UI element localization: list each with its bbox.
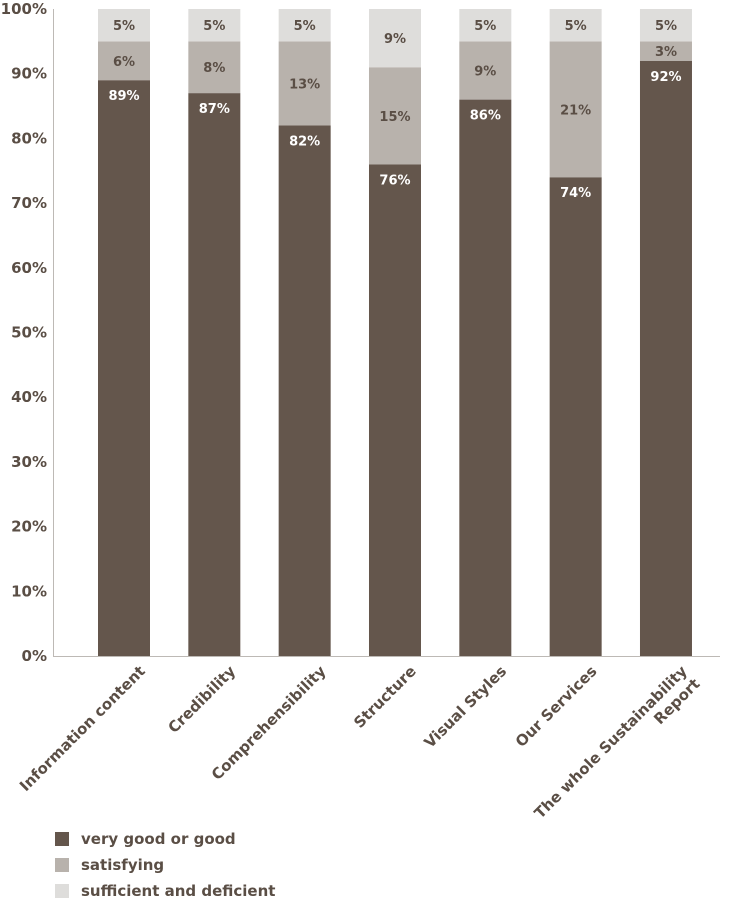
bar-segment: [98, 41, 150, 81]
bar-data-label: 87%: [199, 102, 230, 117]
bar-segment: [98, 80, 150, 657]
x-category-label: Our Services: [512, 662, 601, 751]
y-tick-label: 70%: [11, 194, 47, 212]
legend-label: sufficient and deficient: [81, 882, 276, 900]
y-tick-label: 20%: [11, 518, 47, 536]
bar-segment: [278, 41, 331, 126]
bar-segment: [459, 41, 512, 100]
y-tick-label: 100%: [1, 0, 47, 18]
bar-segment: [639, 9, 692, 42]
legend-item: satisfying: [55, 852, 275, 878]
y-tick-label: 60%: [11, 259, 47, 277]
x-category-label: The whole SustainabilityReport: [531, 662, 704, 835]
y-tick-label: 0%: [22, 647, 47, 665]
x-category-label: Credibility: [165, 662, 240, 737]
bar-segment: [188, 41, 241, 94]
bar-segment: [188, 9, 241, 42]
bar-data-label: 5%: [565, 19, 587, 34]
x-axis-category-labels: Information content CredibilityComprehens…: [16, 662, 704, 835]
legend: very good or good satisfying sufficient an…: [55, 826, 275, 904]
y-tick-label: 10%: [11, 582, 47, 600]
bar-data-label: 9%: [474, 64, 496, 79]
bar-data-label: 74%: [560, 186, 591, 201]
bar-segment: [549, 9, 602, 42]
bar-data-label: 76%: [379, 173, 410, 188]
bar-segment: [639, 60, 692, 656]
bar-data-label: 8%: [203, 61, 225, 76]
bar-segment: [368, 67, 421, 165]
bar-segment: [368, 9, 421, 68]
x-category-label: Structure: [350, 662, 420, 732]
legend-swatch: [55, 832, 69, 846]
bar-data-label: 5%: [655, 19, 677, 34]
bar-data-label: 21%: [560, 103, 591, 118]
legend-swatch: [55, 884, 69, 898]
bar-data-label: 13%: [289, 77, 320, 92]
legend-item: sufficient and deficient: [55, 878, 275, 904]
bar-segment: [368, 164, 421, 656]
y-tick-label: 40%: [11, 388, 47, 406]
bars: 89% 6% 5% 87% 8% 5% 82% 13% 5% 76% 15% 9% 86% 9% 5% 74%…: [98, 9, 692, 657]
y-tick-label: 30%: [11, 453, 47, 471]
bar-segment: [549, 177, 602, 656]
bar-data-label: 92%: [650, 70, 681, 85]
y-tick-label: 90%: [11, 65, 47, 83]
legend-label: very good or good: [81, 830, 236, 848]
bar-segment: [459, 9, 512, 42]
bar-segment: [98, 9, 150, 42]
bar-data-label: 5%: [203, 19, 225, 34]
bar-data-label: 9%: [384, 32, 406, 47]
bar-segment: [639, 41, 692, 61]
y-axis-ticks: 0% 10% 20% 30% 40% 50% 60% 70% 80% 90% 100%: [1, 0, 47, 665]
bar-segment: [188, 93, 241, 657]
bar-data-label: 6%: [113, 55, 135, 70]
legend-label: satisfying: [81, 856, 165, 874]
bar-data-label: 15%: [379, 110, 410, 125]
y-tick-label: 50%: [11, 324, 47, 342]
x-category-label: Visual Styles: [421, 662, 511, 752]
legend-item: very good or good: [55, 826, 275, 852]
legend-swatch: [55, 858, 69, 872]
bar-segment: [549, 41, 602, 178]
bar-data-label: 5%: [294, 19, 316, 34]
bar-segment: [278, 9, 331, 42]
bar-segment: [459, 99, 512, 656]
y-tick-label: 80%: [11, 129, 47, 147]
bar-data-label: 89%: [108, 89, 139, 104]
bar-data-label: 5%: [113, 19, 135, 34]
bar-data-label: 82%: [289, 134, 320, 149]
bar-data-label: 86%: [470, 109, 501, 124]
x-category-label: Information content: [16, 662, 149, 795]
bar-segment: [278, 125, 331, 656]
bar-data-label: 3%: [655, 45, 677, 60]
bar-data-label: 5%: [474, 19, 496, 34]
